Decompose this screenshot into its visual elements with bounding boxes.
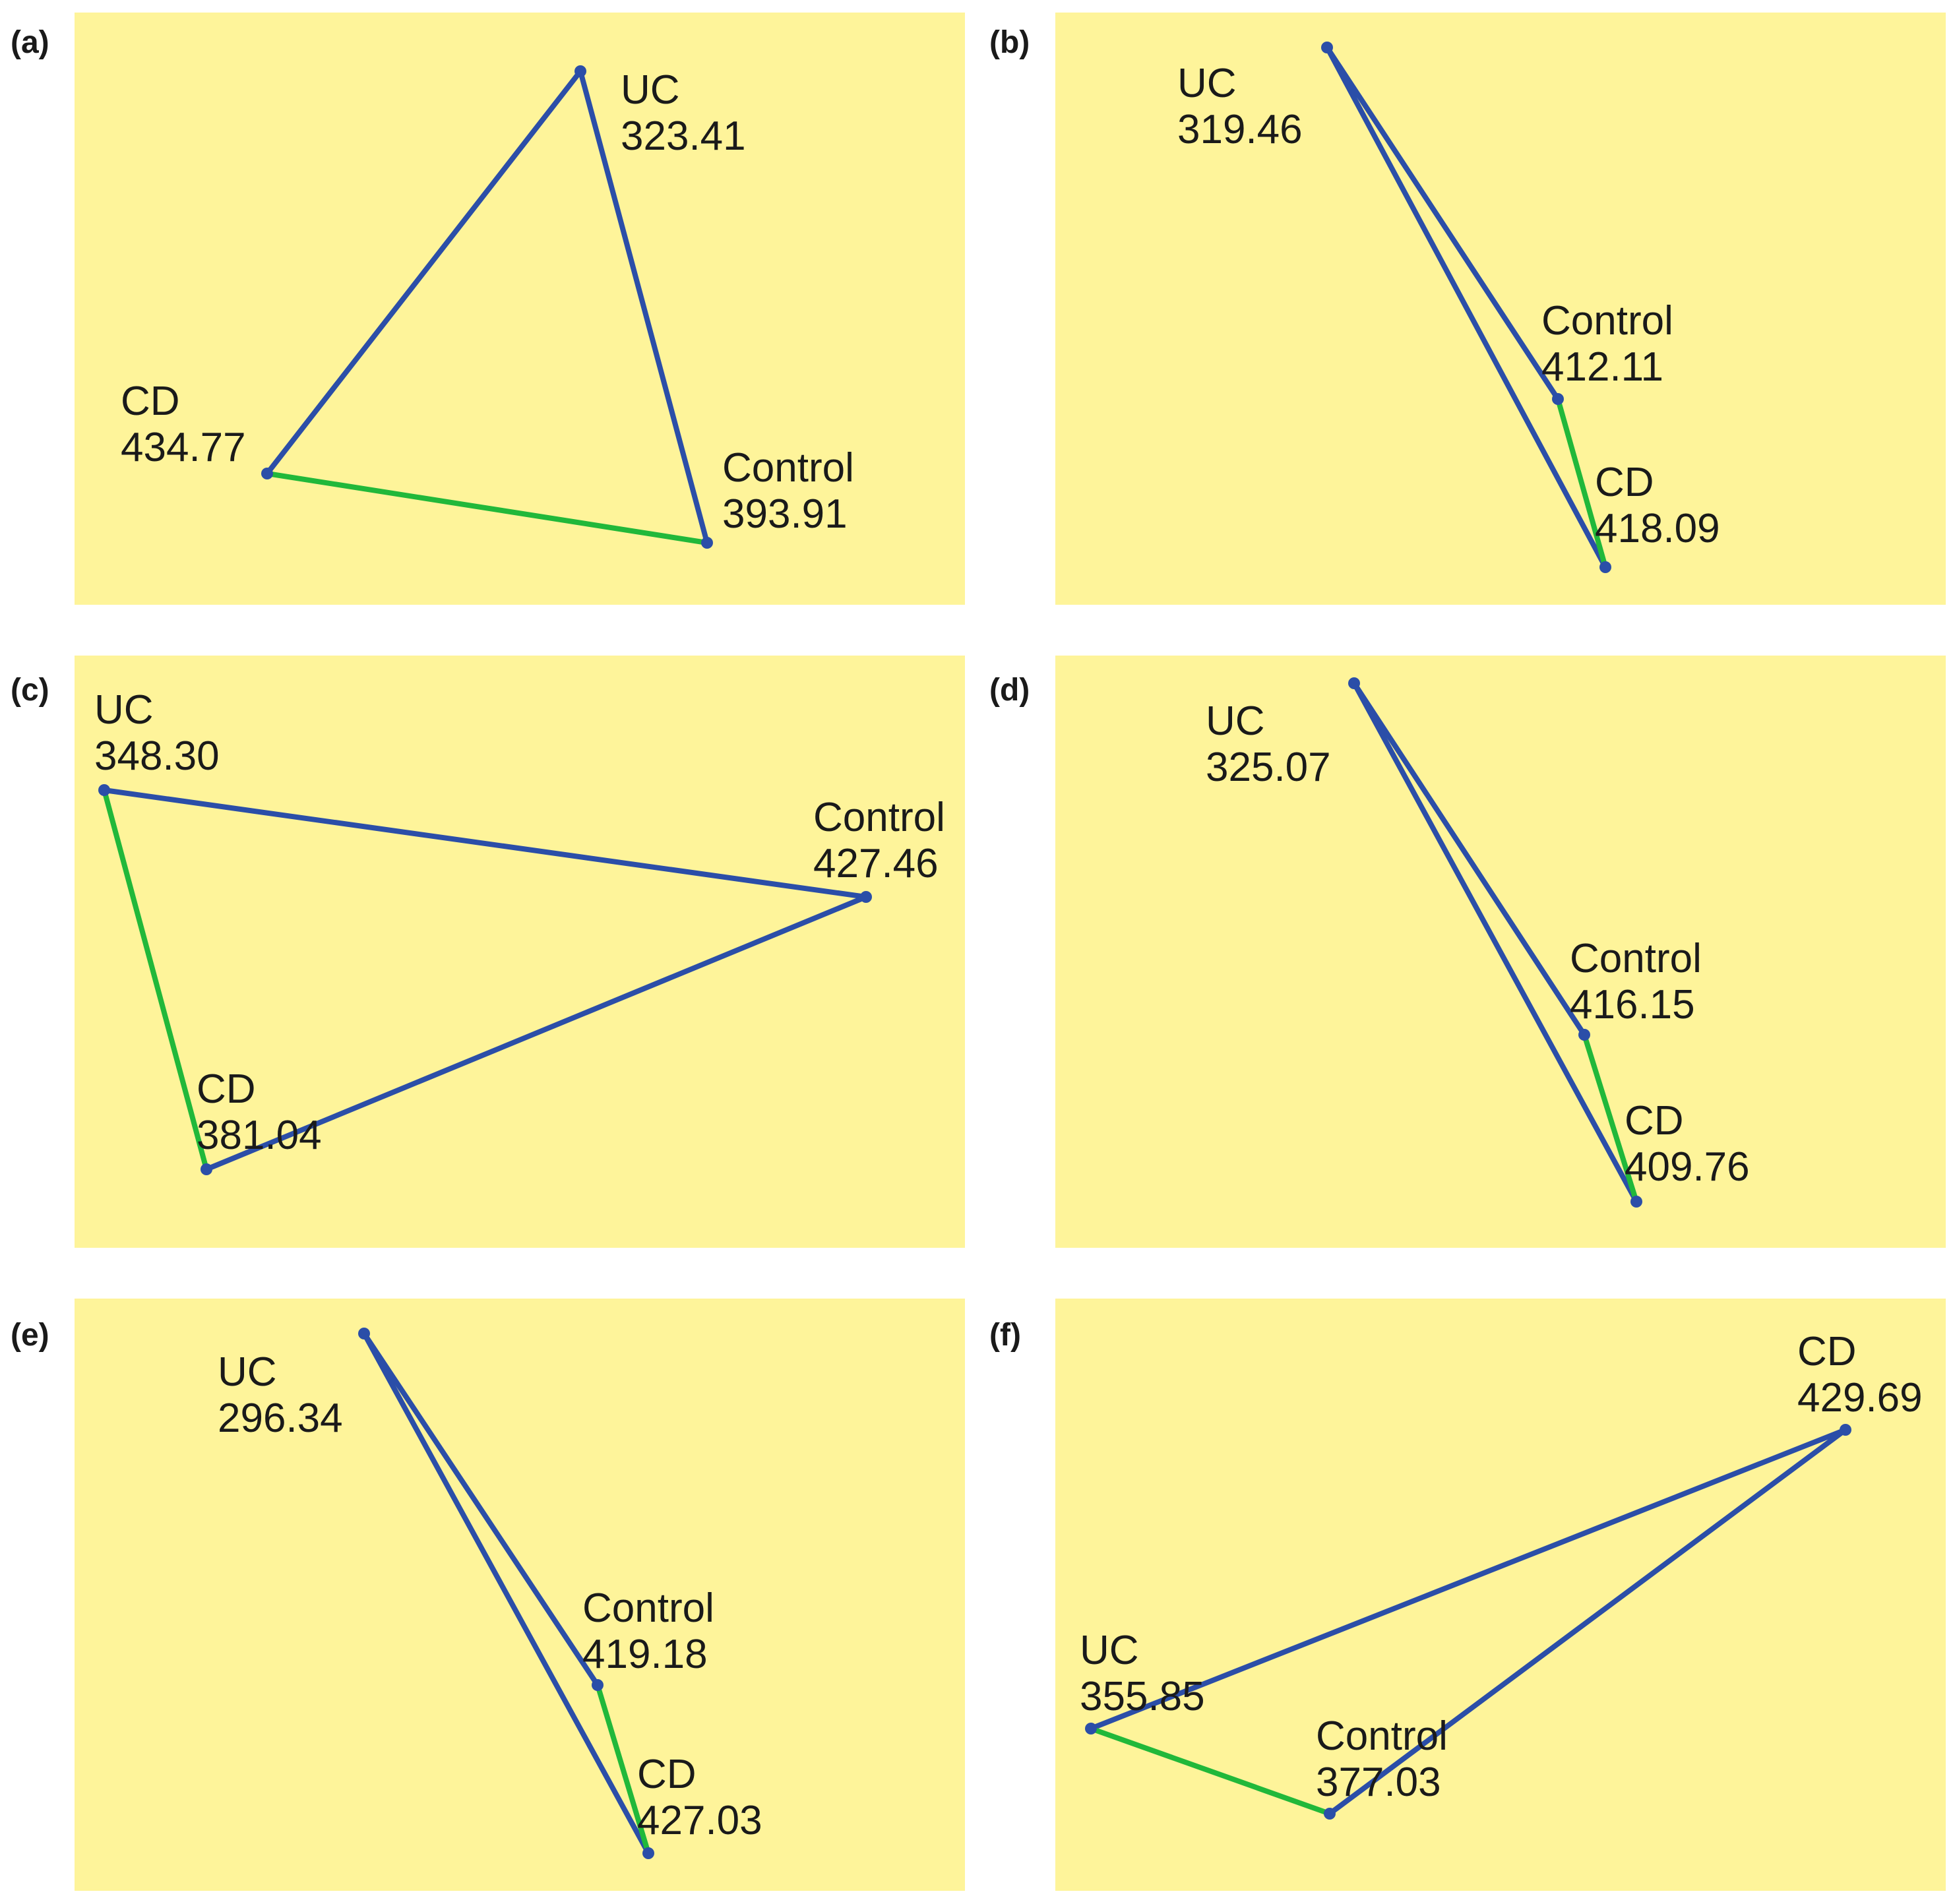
panel-f-label-cd-name: CD (1797, 1329, 1857, 1374)
panel-f-label-control-value: 377.03 (1316, 1760, 1441, 1805)
panel-d-label-control-value: 416.15 (1570, 982, 1695, 1028)
panel-a-label-uc-name: UC (621, 67, 680, 113)
panel-b-edge-control-cd (1555, 396, 1608, 570)
panel-f-node-uc (1085, 1723, 1097, 1735)
panel-f-edge-uc-cd (1088, 1427, 1848, 1731)
panel-b-edge-uc-control (1324, 45, 1561, 402)
panel-f-label-uc-name: UC (1080, 1628, 1139, 1673)
panel-e-edge-uc-cd (361, 1331, 651, 1856)
panel-b-label-control-name: Control (1541, 298, 1673, 344)
panel-f-edge-control-cd (1327, 1427, 1848, 1816)
panel-a-edge-uc-cd (264, 69, 583, 476)
panel-b-label-cd-name: CD (1595, 460, 1654, 505)
panel-d-node-uc (1348, 677, 1360, 689)
panel-b-label-uc-name: UC (1177, 61, 1237, 106)
panel-e-node-uc (358, 1328, 370, 1339)
panel-a-node-uc (574, 65, 586, 77)
panel-b-node-uc (1321, 42, 1333, 53)
panel-a-letter: (a) (11, 25, 49, 60)
panel-f-background (1055, 1299, 1946, 1891)
panel-c-background (75, 656, 965, 1248)
panel-a-edge-cd-control (264, 471, 710, 545)
panel-c-node-uc (98, 784, 110, 796)
panel-d-label-uc-value: 325.07 (1206, 745, 1331, 790)
panel-e-edge-uc-control (361, 1331, 600, 1688)
panel-c-label-control-name: Control (813, 795, 945, 840)
panel-d-edge-uc-control (1351, 681, 1587, 1037)
panel-c-edge-uc-cd (102, 787, 209, 1172)
panel-d-node-cd (1630, 1196, 1642, 1208)
panel-e-label-cd-name: CD (637, 1752, 697, 1797)
panel-a-label-cd-name: CD (121, 379, 180, 424)
panel-d-letter: (d) (989, 673, 1030, 708)
panel-c-node-control (860, 891, 872, 903)
panel-d-label-uc-name: UC (1206, 698, 1265, 744)
panel-c-edge-cd-control (204, 894, 869, 1172)
panel-b-label-cd-value: 418.09 (1595, 506, 1720, 551)
panel-c-node-cd (201, 1163, 212, 1175)
panel-a-label-cd-value: 434.77 (121, 425, 246, 470)
panel-e-edge-control-cd (595, 1682, 651, 1856)
panel-a-background (75, 13, 965, 605)
panel-f-node-control (1324, 1808, 1336, 1820)
panel-e-label-cd-value: 427.03 (637, 1798, 762, 1843)
panel-a-label-control-name: Control (722, 445, 854, 491)
panel-c-label-uc-value: 348.30 (94, 733, 220, 779)
panel-f-label-control-name: Control (1316, 1713, 1448, 1759)
panel-e-node-control (592, 1679, 604, 1691)
panel-d-label-cd-name: CD (1625, 1098, 1684, 1144)
panel-a-edge-uc-control (578, 69, 710, 545)
panel-b-label-control-value: 412.11 (1541, 344, 1663, 390)
panel-b-letter: (b) (989, 25, 1030, 60)
edges-layer (102, 45, 1848, 1856)
panel-d-edge-uc-cd (1351, 681, 1639, 1204)
panel-c-label-cd-value: 381.04 (197, 1113, 322, 1158)
panel-d-label-control-name: Control (1570, 936, 1702, 981)
panel-b-edge-uc-cd (1324, 45, 1608, 570)
panel-c-label-control-value: 427.46 (813, 841, 939, 886)
panel-e-label-uc-value: 296.34 (218, 1396, 343, 1441)
panel-a-node-control (701, 537, 713, 549)
panel-e-background (75, 1299, 965, 1891)
panel-f-letter: (f) (989, 1318, 1021, 1353)
panel-e-label-uc-name: UC (218, 1349, 277, 1395)
panel-c-edge-uc-control (102, 787, 869, 900)
panel-e-label-control-value: 419.18 (582, 1632, 708, 1677)
panel-e-label-control-name: Control (582, 1585, 714, 1631)
panel-f-node-cd (1840, 1424, 1851, 1436)
panel-b-node-control (1552, 393, 1564, 405)
panel-f-edge-uc-control (1088, 1726, 1332, 1816)
panel-f-label-uc-value: 355.85 (1080, 1674, 1205, 1719)
panel-f-label-cd-value: 429.69 (1797, 1375, 1923, 1421)
panel-a-label-control-value: 393.91 (722, 491, 848, 537)
panel-e-node-cd (642, 1847, 654, 1859)
panel-b-node-cd (1599, 561, 1611, 573)
panel-c-label-uc-name: UC (94, 687, 154, 733)
panel-a-label-uc-value: 323.41 (621, 113, 746, 159)
panel-a-node-cd (261, 468, 273, 479)
panel-d-edge-control-cd (1582, 1032, 1639, 1204)
nodes-layer (98, 42, 1851, 1859)
panel-c-letter: (c) (11, 673, 49, 708)
panel-c-label-cd-name: CD (197, 1066, 256, 1112)
panel-d-node-control (1578, 1029, 1590, 1041)
panel-e-letter: (e) (11, 1318, 49, 1353)
panel-d-label-cd-value: 409.76 (1625, 1144, 1750, 1190)
panel-b-label-uc-value: 319.46 (1177, 107, 1303, 152)
